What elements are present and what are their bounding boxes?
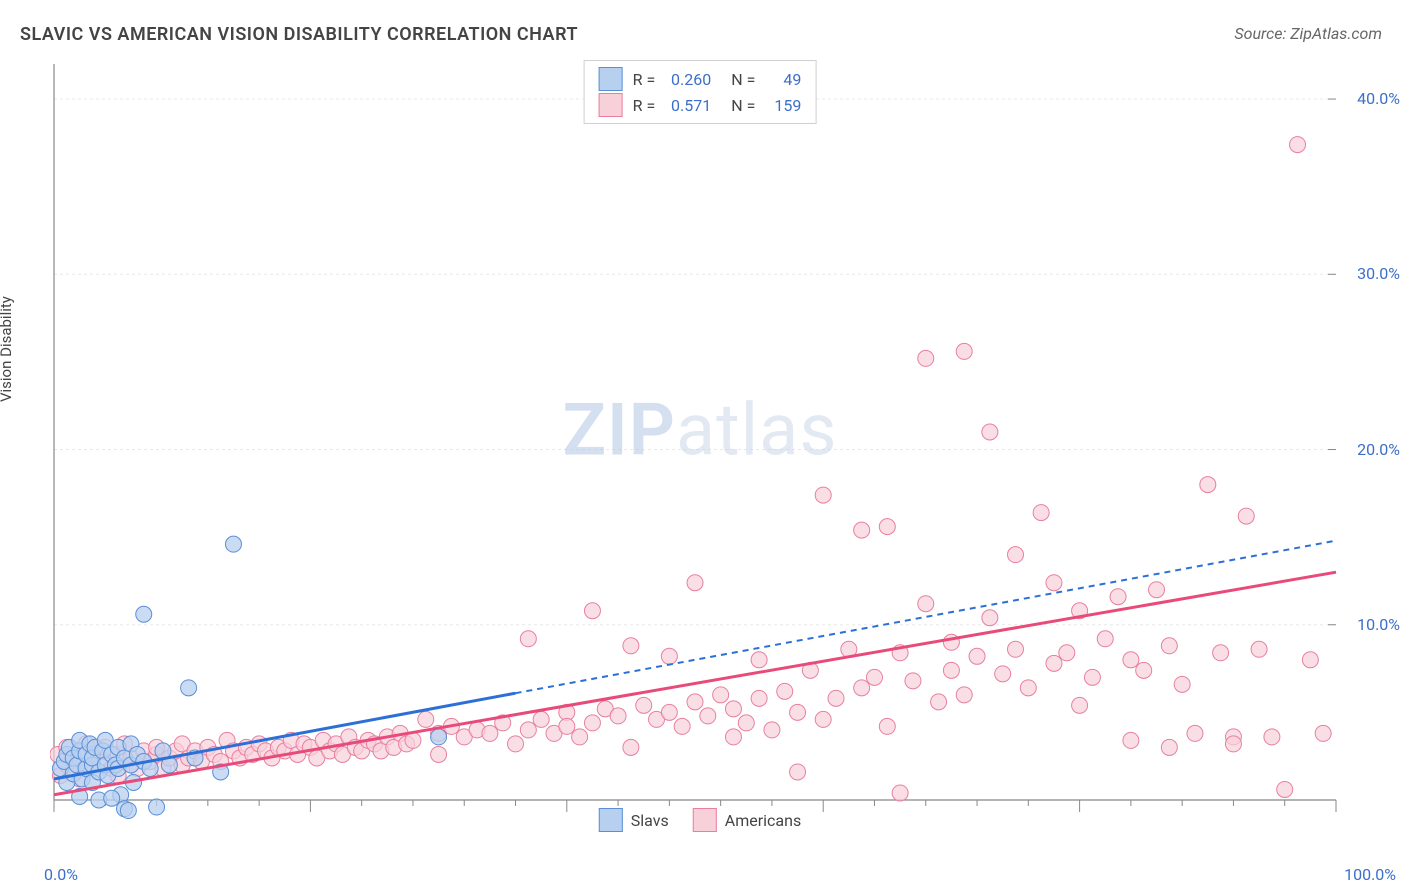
legend-swatch (599, 67, 623, 91)
legend-n-label: N = (731, 96, 755, 115)
legend-n-label: N = (731, 70, 755, 89)
legend-swatch (693, 808, 717, 832)
legend-swatch (599, 93, 623, 117)
legend-series-name: Americans (725, 811, 801, 830)
legend-swatch (599, 808, 623, 832)
scatter-chart (50, 60, 1350, 830)
y-axis-tick-label: 30.0% (1357, 264, 1400, 283)
legend-series-name: Slavs (631, 811, 669, 830)
legend-n-value: 49 (765, 70, 801, 89)
legend-r-value: 0.260 (665, 70, 711, 89)
x-axis-max-label: 100.0% (1344, 865, 1396, 884)
legend-r-label: R = (633, 96, 656, 115)
x-axis-min-label: 0.0% (44, 865, 78, 884)
legend-n-value: 159 (765, 96, 801, 115)
legend-stat-row: R = 0.260 N = 49 (599, 67, 802, 91)
series-legend: Slavs Americans (599, 808, 801, 832)
correlation-legend: R = 0.260 N = 49 R = 0.571 N = 159 (584, 60, 817, 124)
legend-r-value: 0.571 (665, 96, 711, 115)
y-axis-tick-label: 40.0% (1357, 89, 1400, 108)
legend-r-label: R = (633, 70, 656, 89)
plot-area: ZIPatlas R = 0.260 N = 49 R = 0.571 N = … (50, 60, 1350, 830)
legend-stat-row: R = 0.571 N = 159 (599, 93, 802, 117)
source-attribution: Source: ZipAtlas.com (1234, 24, 1382, 43)
chart-title: SLAVIC VS AMERICAN VISION DISABILITY COR… (20, 24, 578, 45)
y-axis-tick-label: 10.0% (1357, 615, 1400, 634)
y-axis-tick-label: 20.0% (1357, 440, 1400, 459)
legend-series-item: Americans (693, 808, 801, 832)
legend-series-item: Slavs (599, 808, 669, 832)
y-axis-label: Vision Disability (0, 296, 15, 402)
